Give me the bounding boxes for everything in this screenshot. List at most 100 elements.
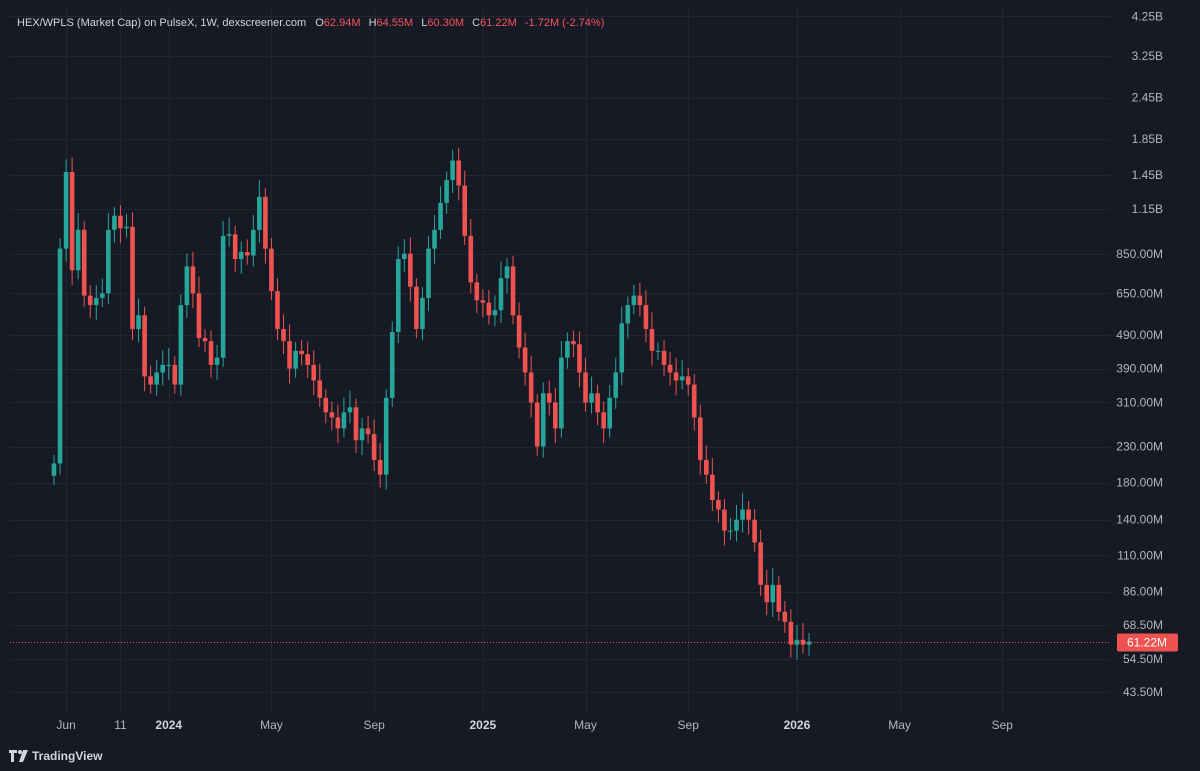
candle-body[interactable] [269,248,274,292]
candle-body[interactable] [577,344,582,373]
candle-body[interactable] [776,584,782,612]
candle-body[interactable] [57,248,63,464]
candle-body[interactable] [468,235,474,283]
candle-body[interactable] [87,295,93,306]
candle-body[interactable] [601,412,606,429]
candle-body[interactable] [402,253,407,260]
candle-body[interactable] [299,350,304,355]
candle-body[interactable] [607,397,612,429]
candle-body[interactable] [118,215,123,229]
candle-body[interactable] [613,372,619,398]
candle-body[interactable] [571,341,576,345]
candle-body[interactable] [275,291,280,330]
candle-body[interactable] [238,252,244,260]
candle-body[interactable] [504,266,510,279]
candle-body[interactable] [438,202,443,230]
candle-body[interactable] [673,372,679,381]
candle-body[interactable] [595,393,600,413]
candle-body[interactable] [426,248,431,298]
candle-body[interactable] [377,459,383,475]
candle-body[interactable] [559,357,564,429]
candle-body[interactable] [408,253,413,287]
price-axis[interactable]: 4.25B 3.25B 2.45B 1.85B 1.45B 1.15B 850.00M 650… [1116,9,1163,699]
candle-body[interactable] [93,297,99,306]
candle-body[interactable] [335,417,341,429]
candle-body[interactable] [317,380,323,398]
symbol-title[interactable]: HEX/WPLS (Market Cap) on PulseX, 1W, dex… [17,17,307,29]
candle-body[interactable] [728,530,733,532]
candle-body[interactable] [202,338,208,342]
candle-body[interactable] [365,428,371,435]
candle-body[interactable] [589,393,594,403]
candle-body[interactable] [462,185,468,236]
candle-body[interactable] [619,323,625,373]
candle-body[interactable] [166,364,172,366]
candle-body[interactable] [287,341,292,369]
candle-body[interactable] [208,341,214,365]
candle-body[interactable] [172,364,178,385]
candle-body[interactable] [510,266,516,316]
candle-body[interactable] [540,393,546,447]
candle-body[interactable] [100,293,105,298]
candle-body[interactable] [184,266,190,306]
candle-body[interactable] [244,252,250,256]
candle-body[interactable] [444,180,449,203]
candle-body[interactable] [649,329,655,351]
candle-body[interactable] [480,300,486,303]
candle-body[interactable] [142,315,147,377]
candle-body[interactable] [685,376,691,385]
candle-body[interactable] [389,331,395,398]
candle-body[interactable] [69,171,75,271]
candle-body[interactable] [637,295,643,306]
candle-body[interactable] [329,412,335,418]
candle-body[interactable] [112,215,117,230]
candle-body[interactable] [746,509,751,520]
candle-body[interactable] [323,397,329,413]
candle-body[interactable] [498,278,504,311]
candle-body[interactable] [154,372,159,385]
candle-body[interactable] [546,393,552,403]
tradingview-brand[interactable]: TradingView [9,748,102,764]
candle-body[interactable] [553,402,558,429]
candle-body[interactable] [353,407,359,441]
candle-body[interactable] [625,305,631,324]
candle-body[interactable] [383,397,389,475]
candle-body[interactable] [178,305,184,385]
candle-body[interactable] [740,509,745,520]
candle-body[interactable] [305,354,310,365]
candle-body[interactable] [450,160,455,181]
candle-body[interactable] [124,226,129,229]
candle-body[interactable] [691,384,697,418]
candle-body[interactable] [160,364,166,373]
candle-body[interactable] [359,428,365,441]
candle-body[interactable] [534,402,540,447]
candle-body[interactable] [232,234,238,260]
candle-body[interactable] [565,341,570,358]
candle-body[interactable] [281,329,286,342]
candle-body[interactable] [263,196,268,249]
candle-body[interactable] [420,297,425,330]
candle-body[interactable] [752,519,757,543]
candle-body[interactable] [311,364,317,381]
candle-body[interactable] [81,229,87,296]
candle-body[interactable] [293,350,298,369]
candle-body[interactable] [148,376,153,385]
candle-body[interactable] [51,463,57,476]
candle-body[interactable] [371,434,377,460]
candle-body[interactable] [679,376,685,381]
candle-body[interactable] [631,295,637,306]
candle-body[interactable] [734,519,739,531]
candle-body[interactable] [251,229,256,256]
candle-body[interactable] [347,407,353,413]
candle-body[interactable] [716,500,721,510]
candle-body[interactable] [788,621,794,645]
candle-body[interactable] [583,372,588,403]
candle-body[interactable] [257,196,262,230]
candle-body[interactable] [486,302,492,316]
candle-body[interactable] [806,641,812,645]
candle-body[interactable] [395,259,401,332]
candle-body[interactable] [196,293,202,339]
candle-body[interactable] [226,234,232,236]
candle-body[interactable] [341,412,347,429]
